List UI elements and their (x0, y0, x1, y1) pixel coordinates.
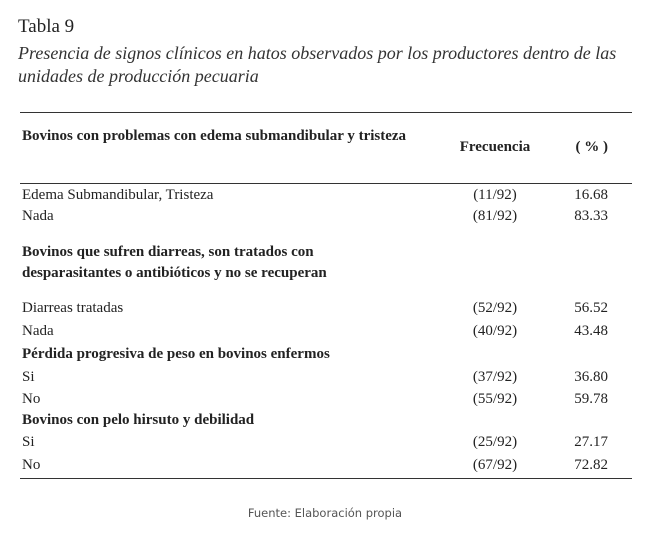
frequency-cell: (52/92) (472, 300, 518, 316)
frequency-cell: (40/92) (472, 323, 518, 339)
percent-cell: 43.48 (574, 323, 608, 339)
bottom-rule (20, 478, 632, 479)
row-label: Edema Submandibular, Tristeza (22, 187, 214, 203)
percent-cell: 83.33 (574, 208, 608, 224)
section-title: Pérdida progresiva de peso en bovinos en… (22, 346, 330, 362)
row-label: Si (22, 369, 35, 385)
table-label: Tabla 9 (18, 16, 75, 37)
percent-cell: 27.17 (574, 434, 608, 450)
percent-cell: 59.78 (574, 391, 608, 407)
frequency-cell: (37/92) (472, 369, 518, 385)
percent-cell: 16.68 (574, 187, 608, 203)
percent-cell: 72.82 (574, 457, 608, 473)
column-header: Frecuencia (459, 139, 531, 155)
section-title: Bovinos que sufren diarreas, son tratado… (22, 244, 327, 281)
section-title: Bovinos con problemas con edema submandi… (22, 128, 407, 144)
table-title: Presencia de signos clínicos en hatos ob… (18, 43, 617, 86)
frequency-cell: (67/92) (472, 457, 518, 473)
row-label: No (22, 457, 41, 473)
frequency-cell: (11/92) (473, 187, 517, 203)
frequency-cell: (81/92) (472, 208, 518, 224)
top-rule (20, 112, 632, 113)
frequency-cell: (55/92) (472, 391, 518, 407)
percent-cell: 36.80 (574, 369, 608, 385)
row-label: Diarreas tratadas (22, 300, 124, 316)
row-label: Si (22, 434, 35, 450)
section-title: Bovinos con pelo hirsuto y debilidad (22, 412, 255, 428)
column-header: ( % ) (575, 139, 609, 155)
frequency-cell: (25/92) (472, 434, 518, 450)
header-rule (20, 183, 632, 184)
source-note: Fuente: Elaboración propia (247, 506, 403, 520)
row-label: No (22, 391, 41, 407)
row-label: Nada (22, 208, 54, 224)
row-label: Nada (22, 323, 54, 339)
percent-cell: 56.52 (574, 300, 608, 316)
